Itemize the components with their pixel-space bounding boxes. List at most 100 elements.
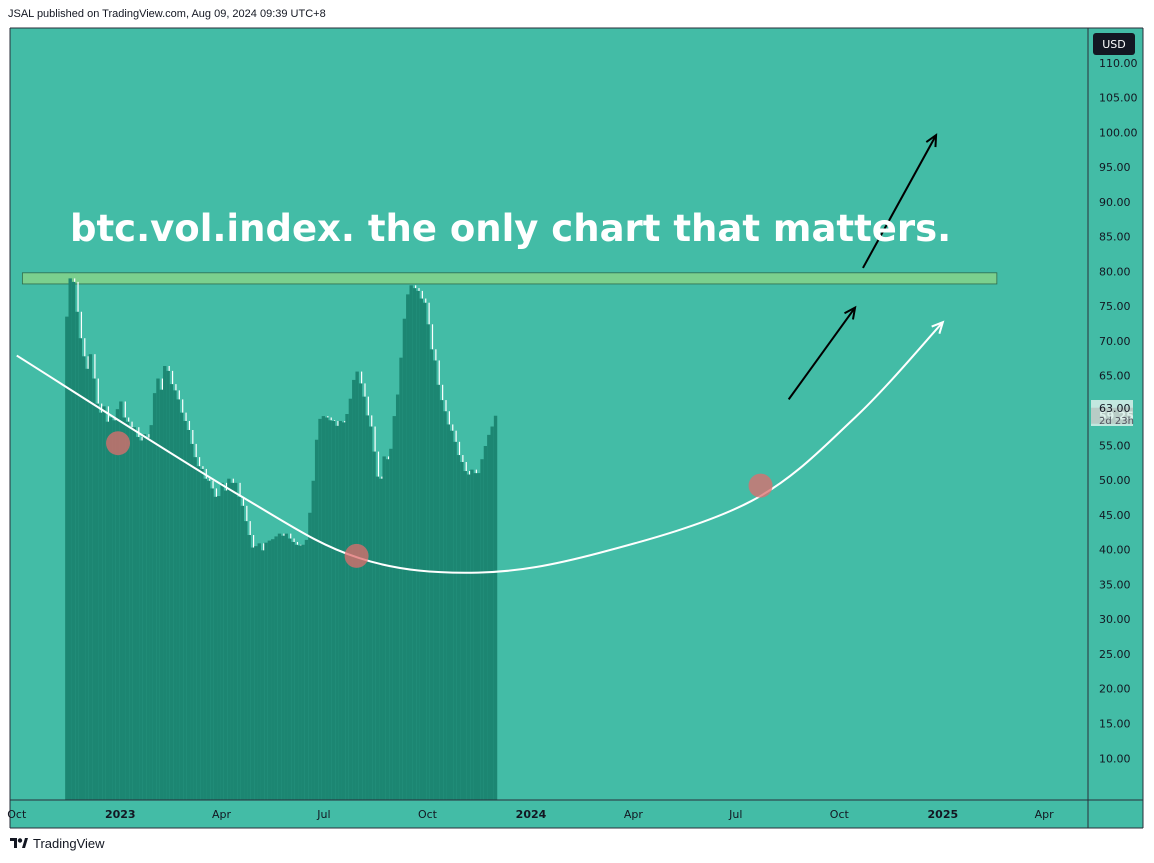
y-tick-label: 110.00 xyxy=(1099,57,1138,70)
volatility-bar xyxy=(166,370,170,800)
y-tick-label: 25.00 xyxy=(1099,648,1131,661)
volatility-bar xyxy=(156,378,160,800)
volatility-bar xyxy=(179,412,184,800)
volatility-bar xyxy=(483,445,488,800)
volatility-bar xyxy=(257,543,261,800)
currency-badge[interactable] xyxy=(1093,33,1135,55)
volatility-bar xyxy=(247,535,251,800)
x-tick-label: Apr xyxy=(1035,808,1055,821)
volatility-bar xyxy=(416,290,420,800)
volatility-bar xyxy=(267,540,272,800)
volatility-bar xyxy=(75,311,79,800)
volatility-bar xyxy=(277,533,282,800)
volatility-bar xyxy=(443,411,447,800)
axis-corner xyxy=(1088,800,1143,828)
x-tick-label: 2025 xyxy=(928,808,959,821)
volatility-bar xyxy=(220,482,224,800)
volatility-bar xyxy=(115,409,120,800)
x-tick-label: 2023 xyxy=(105,808,136,821)
volatility-bar xyxy=(358,383,363,800)
volatility-bar xyxy=(125,421,130,800)
y-tick-label: 65.00 xyxy=(1099,370,1131,383)
volatility-bar xyxy=(308,512,312,800)
volatility-bar xyxy=(365,415,369,800)
volatility-bar xyxy=(176,399,180,800)
y-tick-label: 90.00 xyxy=(1099,196,1131,209)
volatility-bar xyxy=(439,400,444,800)
volatility-bar xyxy=(466,474,471,800)
x-tick-label: 2024 xyxy=(516,808,547,821)
volatility-bar xyxy=(71,281,76,801)
bar-countdown-label: 2d 23h xyxy=(1099,416,1134,427)
touch-point-marker xyxy=(106,431,131,456)
volatility-bar xyxy=(422,302,427,800)
volatility-bar xyxy=(446,424,450,800)
volatility-bar xyxy=(406,294,410,800)
volatility-bar xyxy=(379,478,383,800)
cup-curve-arrowhead-icon xyxy=(931,320,945,334)
volatility-bar xyxy=(426,324,430,800)
volatility-bar xyxy=(95,403,99,800)
volatility-bar xyxy=(169,384,174,800)
y-tick-label: 15.00 xyxy=(1099,717,1131,730)
arrowhead-icon xyxy=(925,133,938,148)
volatility-bar xyxy=(294,544,299,800)
volatility-bar xyxy=(311,480,315,800)
volatility-bar xyxy=(122,417,126,800)
volatility-bar xyxy=(375,476,380,800)
volatility-bar xyxy=(412,288,417,800)
volatility-bar xyxy=(341,422,346,800)
arrowhead-icon xyxy=(844,305,857,320)
volatility-bar xyxy=(385,459,390,800)
volatility-bar xyxy=(281,535,285,800)
volatility-bar xyxy=(493,415,498,800)
volatility-bar xyxy=(314,439,319,800)
volatility-bar xyxy=(362,396,366,800)
volatility-bar xyxy=(233,482,238,800)
volatility-bar xyxy=(325,417,329,800)
y-tick-label: 85.00 xyxy=(1099,231,1131,244)
previous-close-label: 63.00 xyxy=(1099,402,1131,415)
volatility-bar xyxy=(392,416,396,800)
volatility-bar xyxy=(173,390,177,800)
volatility-bar xyxy=(78,338,83,800)
previous-close-badge xyxy=(1091,400,1133,426)
volatility-bar xyxy=(240,505,245,800)
volatility-bar xyxy=(298,545,302,800)
volatility-bar xyxy=(223,490,228,800)
volatility-bar xyxy=(382,456,386,800)
volatility-bar xyxy=(449,430,454,800)
volatility-bar xyxy=(139,440,143,800)
volatility-bar xyxy=(352,379,356,800)
volatility-bar xyxy=(65,316,69,800)
volatility-bar xyxy=(85,368,89,800)
volatility-bar xyxy=(480,459,484,800)
volatility-bar xyxy=(186,429,191,800)
volatility-bar xyxy=(389,448,393,800)
x-tick-label: Apr xyxy=(212,808,232,821)
volatility-bar xyxy=(142,434,147,800)
volatility-bar xyxy=(200,468,204,800)
resistance-zone xyxy=(21,272,998,285)
y-tick-label: 55.00 xyxy=(1099,439,1131,452)
time-axis[interactable] xyxy=(10,800,1088,828)
y-tick-label: 50.00 xyxy=(1099,474,1131,487)
x-tick-label: Apr xyxy=(624,808,644,821)
x-tick-label: Jul xyxy=(316,808,330,821)
x-tick-label: Oct xyxy=(418,808,438,821)
volatility-bar xyxy=(190,443,194,800)
volatility-bar xyxy=(463,471,467,800)
volatility-bar xyxy=(196,466,201,800)
volatility-bar xyxy=(318,418,322,800)
volatility-bar xyxy=(301,544,305,800)
volatility-bar xyxy=(92,378,96,800)
y-tick-label: 35.00 xyxy=(1099,578,1131,591)
volatility-bar xyxy=(146,437,150,800)
volatility-bar xyxy=(109,417,113,800)
volatility-bar xyxy=(152,393,157,800)
trend-arrow xyxy=(787,307,856,400)
footer: TradingView xyxy=(10,836,105,851)
tradingview-brand: TradingView xyxy=(33,836,105,851)
volatility-bar xyxy=(402,318,407,800)
